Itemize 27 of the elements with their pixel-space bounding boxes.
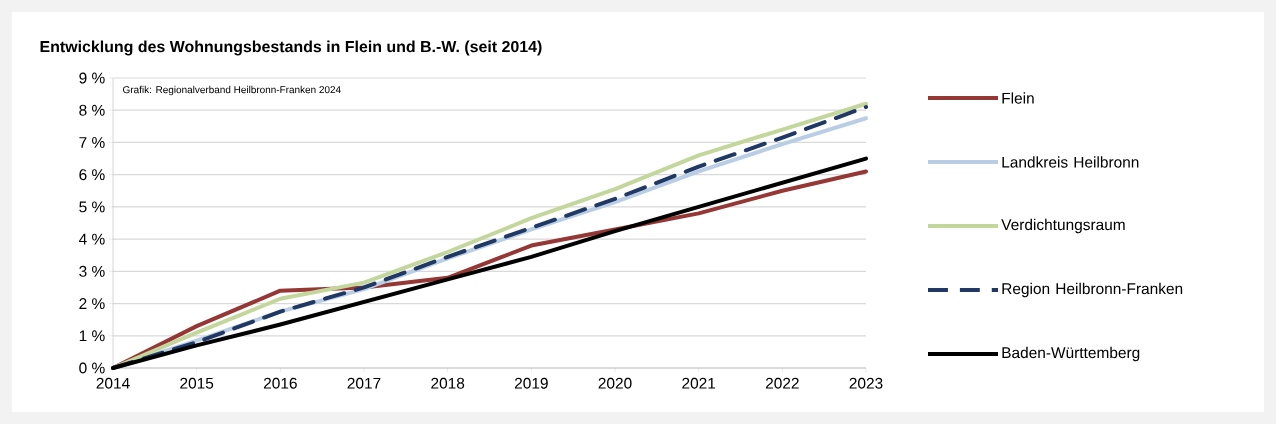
y-tick-label: 8 % <box>79 104 105 116</box>
legend-label: Baden-Württemberg <box>1002 346 1140 362</box>
x-tick-label: 2016 <box>263 377 297 389</box>
x-tick-label: 2018 <box>431 377 465 389</box>
x-tick-label: 2019 <box>514 377 548 389</box>
y-tick-label: 9 % <box>79 72 105 84</box>
y-tick-label: 1 % <box>79 330 105 342</box>
annotation: Grafik: Regionalverband Heilbronn-Franken 2024 <box>123 85 341 96</box>
x-tick-label: 2014 <box>96 377 130 389</box>
legend-label: Landkreis Heilbronn <box>1002 156 1139 168</box>
chart-title: Entwicklung des Wohnungsbestands in Flein und B.-W. (seit 2014) <box>40 40 542 56</box>
x-tick-label: 2017 <box>347 377 381 389</box>
y-tick-label: 3 % <box>79 265 105 277</box>
y-tick-label: 2 % <box>79 298 105 309</box>
legend-label: Region Heilbronn-Franken <box>1002 282 1183 298</box>
x-tick-label: 2020 <box>598 377 632 389</box>
y-tick-label: 5 % <box>79 201 105 213</box>
x-tick-label: 2022 <box>765 377 799 389</box>
y-tick-label: 0 % <box>79 362 105 374</box>
legend-label: Flein <box>1002 92 1034 104</box>
y-tick-label: 7 % <box>79 137 105 148</box>
y-tick-label: 4 % <box>78 233 105 245</box>
x-tick-label: 2015 <box>180 377 214 389</box>
x-tick-label: 2021 <box>682 377 716 389</box>
y-tick-label: 6 % <box>79 169 105 181</box>
x-tick-label: 2023 <box>849 377 883 389</box>
legend-label: Verdichtungsraum <box>1001 218 1125 234</box>
